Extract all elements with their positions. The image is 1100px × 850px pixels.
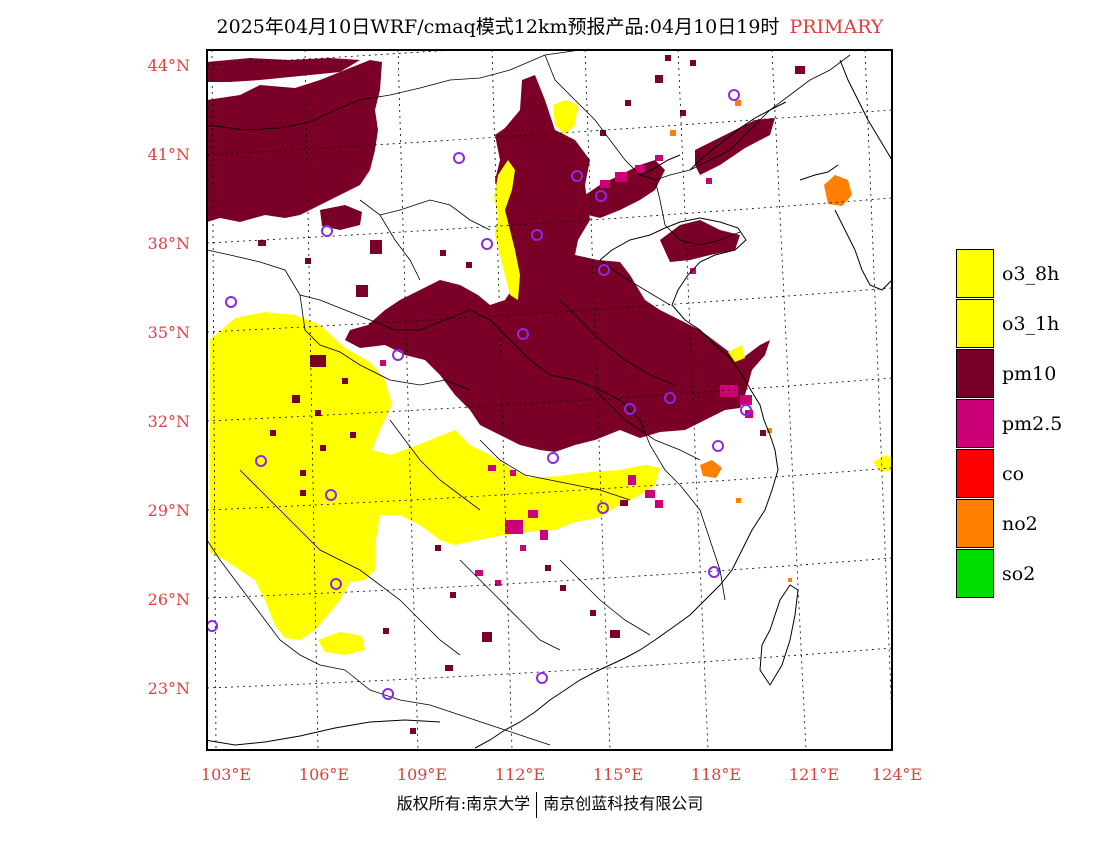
lat-label-41: 41°N [147,145,190,164]
legend-label: pm2.5 [1002,413,1063,435]
title-tag: PRIMARY [789,16,884,38]
o3-region-north [553,100,578,135]
legend-item-o3-1h: o3_1h [956,299,1076,349]
pm10-region-shandong [660,220,740,262]
legend-swatch [956,349,994,398]
lat-label-32: 32°N [147,412,190,431]
boundary-lines [207,50,851,746]
copyright-left: 版权所有:南京大学 [396,794,531,813]
footer-separator [536,791,538,818]
legend-swatch [956,549,994,598]
legend-item-pm25: pm2.5 [956,399,1076,449]
map-frame [206,49,893,751]
lat-label-35: 35°N [147,323,190,342]
pm10-region-north-plain [585,160,665,218]
lon-label-109: 109°E [396,765,448,784]
lon-label-118: 118°E [690,765,742,784]
lat-label-38: 38°N [147,234,190,253]
lon-label-121: 121°E [788,765,840,784]
pm10-region-central [345,75,770,452]
pm25-speckles [380,155,753,586]
legend-item-o3-8h: o3_8h [956,249,1076,299]
pm10-speckles [258,55,805,734]
title-text: 2025年04月10日WRF/cmaq模式12km预报产品:04月10日19时 [216,16,780,38]
copyright-footer: 版权所有:南京大学 南京创蓝科技有限公司 [0,790,1100,818]
legend-label: so2 [1002,563,1036,585]
o3-region-east [873,455,892,472]
map-title: 2025年04月10日WRF/cmaq模式12km预报产品:04月10日19时 P… [0,12,1100,39]
pm10-region-northwest-strip [207,58,360,82]
copyright-right: 南京创蓝科技有限公司 [543,794,704,813]
coastline [207,59,892,749]
legend-swatch [956,499,994,548]
pm10-region-northwest [207,60,382,222]
lat-label-44: 44°N [147,56,190,75]
legend-label: o3_1h [1002,313,1060,335]
o3-region-jiangsu [728,345,745,362]
lat-label-29: 29°N [147,501,190,520]
pm10-region-liaoning [695,118,775,175]
legend-item-pm10: pm10 [956,349,1076,399]
o3-region-guangxi [318,632,365,655]
legend-item-so2: so2 [956,549,1076,599]
station-markers [207,89,752,700]
legend-label: co [1002,463,1025,485]
legend-label: no2 [1002,513,1038,535]
lon-label-103: 103°E [200,765,252,784]
o3-region-southwest [210,312,660,640]
legend-label: pm10 [1002,363,1057,385]
o3-region-shanxi-strip [494,160,520,300]
legend-swatch [956,449,994,498]
lat-label-26: 26°N [147,590,190,609]
lon-label-115: 115°E [592,765,644,784]
lon-label-112: 112°E [494,765,546,784]
no2-patches [670,100,852,582]
lon-label-124: 124°E [871,765,923,784]
legend-swatch [956,249,994,298]
lat-label-23: 23°N [147,679,190,698]
pm10-region-ordos [320,205,362,230]
legend-label: o3_8h [1002,263,1060,285]
lon-label-106: 106°E [298,765,350,784]
legend-swatch [956,399,994,448]
legend-item-no2: no2 [956,499,1076,549]
graticule [207,50,892,750]
legend-item-co: co [956,449,1076,499]
legend-swatch [956,299,994,348]
map-content [207,50,892,750]
